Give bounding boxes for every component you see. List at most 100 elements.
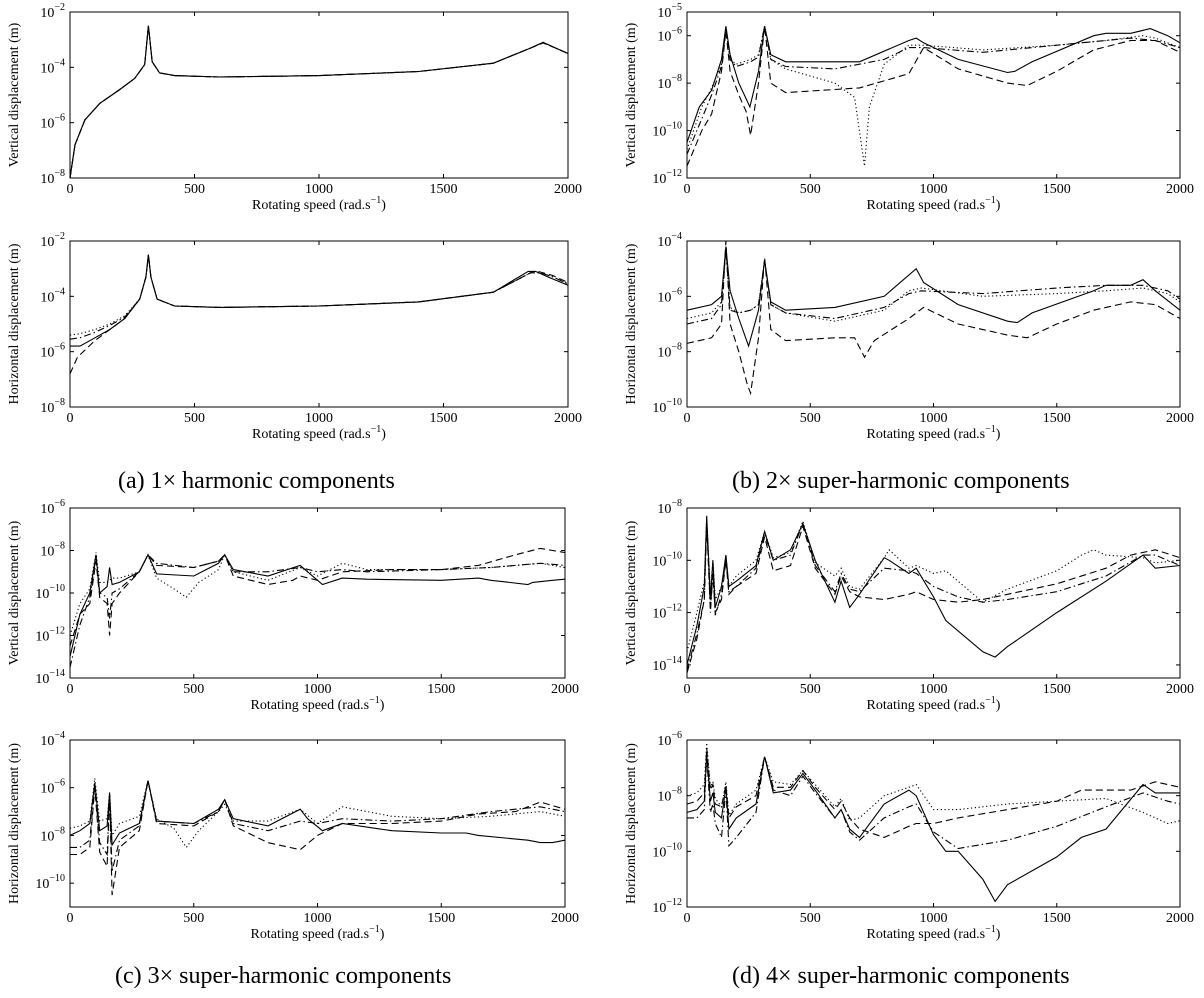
y-tick-label: 10−14 xyxy=(35,668,65,687)
y-tick-label: 10−6 xyxy=(657,730,682,749)
axes-frame xyxy=(686,240,1181,408)
series-dotted xyxy=(69,254,569,336)
caption-a: (a) 1× harmonic components xyxy=(118,468,395,494)
y-tick-label: 10−5 xyxy=(657,2,682,21)
series-dashed xyxy=(686,240,1181,396)
subplot-c-horizontal: 0 500 1000 1500 2000 10−10 10−8 10−6 10−4 Rotatin… xyxy=(7,730,579,942)
x-tick-label: 500 xyxy=(800,911,821,926)
axes-frame xyxy=(686,11,1181,179)
x-tick-label: 500 xyxy=(800,682,821,697)
series-solid xyxy=(69,553,566,657)
y-tick-label: 10−8 xyxy=(40,825,65,844)
x-tick-label: 1000 xyxy=(305,182,333,197)
x-tick-label: 1000 xyxy=(304,911,332,926)
series-dotted xyxy=(686,518,1181,652)
x-tick-label: 500 xyxy=(184,411,205,426)
x-axis-label: Rotating speed (rad.s−1) xyxy=(867,424,1001,442)
y-tick-label: 10−10 xyxy=(652,550,682,569)
x-axis-label: Rotating speed (rad.s−1) xyxy=(251,695,385,713)
x-tick-label: 1500 xyxy=(427,911,455,926)
subplot-b-vertical: 0 500 1000 1500 2000 10−12 10−10 10−8 10−6 10−5 Ro… xyxy=(624,2,1194,213)
x-tick-label: 1000 xyxy=(304,682,332,697)
subplot-a-vertical: 0 500 1000 1500 2000 10−8 10−6 10−4 10−2 Rotating… xyxy=(7,2,582,213)
x-tick-label: 1500 xyxy=(1043,911,1071,926)
y-tick-label: 10−10 xyxy=(35,873,65,892)
subplot-d-vertical: 0 500 1000 1500 2000 10−14 10−12 10−10 10−8 Rotat… xyxy=(624,498,1194,713)
y-tick-label: 10−4 xyxy=(657,231,682,250)
y-tick-label: 10−2 xyxy=(40,231,65,250)
x-tick-label: 2000 xyxy=(551,911,579,926)
caption-c: (c) 3× super-harmonic components xyxy=(115,963,451,989)
axes-frame xyxy=(686,507,1181,679)
series-solid xyxy=(686,246,1181,348)
caption-d: (d) 4× super-harmonic components xyxy=(732,963,1070,989)
x-axis-label: Rotating speed (rad.s−1) xyxy=(867,195,1001,213)
series-solid xyxy=(69,780,566,847)
series-dashed xyxy=(69,25,569,179)
y-axis-label: Vertical displacement (m) xyxy=(7,520,22,665)
series-solid xyxy=(686,753,1180,903)
x-tick-label: 500 xyxy=(800,411,821,426)
series-dashed xyxy=(686,748,1181,838)
y-axis-label: Vertical displacement (m) xyxy=(7,22,22,167)
axes-frame xyxy=(686,739,1181,908)
x-tick-label: 1000 xyxy=(920,182,948,197)
x-axis-label: Rotating speed (rad.s−1) xyxy=(252,195,386,213)
series-dashdot xyxy=(69,254,569,340)
series-solid xyxy=(686,515,1181,666)
x-tick-label: 1000 xyxy=(920,411,948,426)
x-tick-label: 2000 xyxy=(1166,182,1194,197)
x-tick-label: 0 xyxy=(67,911,74,926)
axes-frame xyxy=(69,11,569,179)
x-tick-label: 2000 xyxy=(554,411,582,426)
x-tick-label: 0 xyxy=(684,182,691,197)
series-solid xyxy=(70,254,569,347)
x-axis-label: Rotating speed (rad.s−1) xyxy=(252,424,386,442)
y-tick-label: 10−10 xyxy=(652,841,682,860)
x-tick-label: 0 xyxy=(67,682,74,697)
x-tick-label: 0 xyxy=(684,411,691,426)
y-axis-label: Vertical displacement (m) xyxy=(624,22,639,167)
series-dashdot xyxy=(686,249,1181,325)
x-tick-label: 2000 xyxy=(551,682,579,697)
y-axis-label: Horizontal displacement (m) xyxy=(7,243,22,404)
y-tick-label: 10−8 xyxy=(657,342,682,361)
y-axis-label: Horizontal displacement (m) xyxy=(7,743,22,904)
y-tick-label: 10−6 xyxy=(40,778,65,797)
y-tick-label: 10−8 xyxy=(657,786,682,805)
y-axis-label: Horizontal displacement (m) xyxy=(624,743,639,904)
series-dashdot xyxy=(687,756,1181,850)
x-tick-label: 1500 xyxy=(1043,682,1071,697)
y-axis-label: Vertical displacement (m) xyxy=(624,520,639,665)
series-dashdot xyxy=(69,25,569,179)
x-tick-label: 1500 xyxy=(430,411,458,426)
series-dashed xyxy=(70,780,566,896)
series-dotted xyxy=(69,25,569,179)
y-tick-label: 10−14 xyxy=(652,655,682,674)
x-tick-label: 0 xyxy=(67,182,74,197)
y-tick-label: 10−10 xyxy=(652,397,682,416)
series-dotted xyxy=(69,552,566,636)
x-tick-label: 1000 xyxy=(920,682,948,697)
x-tick-label: 2000 xyxy=(1166,682,1194,697)
axes-frame xyxy=(69,507,566,679)
y-tick-label: 10−8 xyxy=(40,397,65,416)
x-tick-label: 1500 xyxy=(1043,411,1071,426)
subplot-d-horizontal: 0 500 1000 1500 2000 10−12 10−10 10−8 10−6 Rotati… xyxy=(624,730,1194,942)
y-tick-label: 10−8 xyxy=(657,498,682,517)
x-tick-label: 500 xyxy=(800,182,821,197)
y-tick-label: 10−10 xyxy=(35,583,65,602)
y-tick-label: 10−12 xyxy=(35,626,65,645)
x-tick-label: 0 xyxy=(684,911,691,926)
x-axis-label: Rotating speed (rad.s−1) xyxy=(867,924,1001,942)
y-tick-label: 10−6 xyxy=(40,113,65,132)
x-tick-label: 1500 xyxy=(1043,182,1071,197)
x-tick-label: 1000 xyxy=(305,411,333,426)
x-axis-label: Rotating speed (rad.s−1) xyxy=(867,695,1001,713)
x-tick-label: 500 xyxy=(183,911,204,926)
x-tick-label: 0 xyxy=(684,682,691,697)
y-tick-label: 10−12 xyxy=(652,603,682,622)
y-tick-label: 10−4 xyxy=(40,57,65,76)
caption-b: (b) 2× super-harmonic components xyxy=(732,468,1070,494)
